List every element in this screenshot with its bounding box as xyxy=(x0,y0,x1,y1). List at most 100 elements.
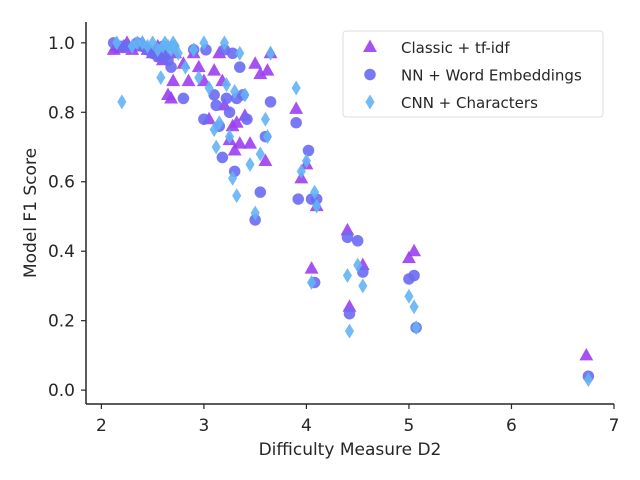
axes xyxy=(85,22,614,405)
data-point xyxy=(165,61,177,73)
x-tick-label: 4 xyxy=(301,416,312,436)
y-tick-label: 0.4 xyxy=(48,242,75,262)
data-point xyxy=(264,96,277,108)
x-tick-label: 5 xyxy=(404,416,415,436)
data-point xyxy=(156,70,166,86)
x-axis-label: Difficulty Measure D2 xyxy=(259,440,442,460)
data-point xyxy=(219,35,229,51)
data-point xyxy=(229,115,244,128)
data-point xyxy=(358,278,368,294)
y-ticks: 0.0 0.2 0.4 0.6 0.8 1.0 xyxy=(48,34,86,401)
data-point xyxy=(357,266,369,278)
y-tick-label: 0.0 xyxy=(48,381,75,401)
y-axis-label: Model F1 Score xyxy=(21,148,41,278)
data-point xyxy=(204,80,214,96)
data-point xyxy=(253,66,268,80)
data-point xyxy=(404,288,414,304)
data-point xyxy=(227,143,242,156)
data-point xyxy=(254,186,267,198)
data-point xyxy=(342,299,357,312)
data-point xyxy=(177,92,190,105)
data-point xyxy=(411,320,421,336)
data-point xyxy=(260,63,275,76)
data-point xyxy=(210,99,222,112)
data-point xyxy=(343,307,356,320)
data-point xyxy=(353,257,363,273)
data-point xyxy=(408,269,420,282)
data-point xyxy=(230,84,240,99)
data-point xyxy=(312,198,322,214)
data-point xyxy=(292,193,304,205)
data-point xyxy=(132,35,142,51)
legend-entry-label: Classic + tf-idf xyxy=(401,39,510,57)
data-point xyxy=(235,45,245,61)
data-point xyxy=(407,243,422,257)
data-point xyxy=(255,146,265,162)
data-point xyxy=(226,47,239,60)
legend-frame xyxy=(342,30,604,118)
data-point xyxy=(191,59,206,73)
data-point xyxy=(306,275,317,290)
data-point xyxy=(289,101,304,114)
data-point xyxy=(243,136,257,149)
data-point xyxy=(304,261,319,274)
data-point xyxy=(344,323,355,339)
data-point xyxy=(341,231,354,244)
data-point xyxy=(216,151,229,164)
data-point xyxy=(112,35,122,51)
y-tick-label: 0.8 xyxy=(48,103,75,123)
x-tick-label: 7 xyxy=(609,416,620,436)
data-point xyxy=(153,42,163,58)
x-ticks: 2 3 4 5 6 7 xyxy=(96,404,619,436)
legend-marker xyxy=(364,68,376,81)
data-point xyxy=(224,129,235,145)
data-point xyxy=(166,42,176,58)
data-point xyxy=(209,122,219,138)
data-point xyxy=(194,70,204,86)
data-point xyxy=(223,106,236,119)
data-point xyxy=(117,94,127,110)
data-point xyxy=(142,38,153,54)
data-point xyxy=(245,156,255,172)
data-point xyxy=(208,89,220,101)
data-point xyxy=(291,80,301,96)
data-point xyxy=(148,35,158,51)
data-point xyxy=(180,59,191,75)
data-point xyxy=(198,113,210,125)
data-point xyxy=(228,170,238,186)
data-point xyxy=(207,63,222,76)
legend-marker xyxy=(365,94,375,110)
data-point xyxy=(248,56,263,69)
y-tick-label: 1.0 xyxy=(48,34,75,54)
data-point xyxy=(241,113,253,125)
data-point xyxy=(164,90,179,104)
legend: Classic + tf-idf NN + Word Embeddings CNN … xyxy=(342,30,604,118)
y-tick-label: 0.2 xyxy=(48,312,75,332)
data-point xyxy=(232,188,242,204)
points-layer xyxy=(106,35,595,388)
data-point xyxy=(340,222,355,236)
x-tick-label: 6 xyxy=(506,416,517,436)
data-point xyxy=(258,153,273,166)
data-point xyxy=(234,61,246,73)
data-point xyxy=(265,45,276,61)
data-point xyxy=(290,116,302,129)
data-point xyxy=(401,250,416,264)
legend-entry-label: NN + Word Embeddings xyxy=(401,67,582,85)
data-point xyxy=(302,144,315,157)
legend-marker xyxy=(363,39,377,53)
y-tick-label: 0.6 xyxy=(48,173,75,193)
data-point xyxy=(173,45,183,61)
data-point xyxy=(232,136,247,149)
data-point xyxy=(199,35,209,51)
data-point xyxy=(181,73,196,87)
data-point xyxy=(296,163,306,179)
data-point xyxy=(240,87,250,103)
data-point xyxy=(260,111,270,127)
data-point xyxy=(262,129,273,145)
data-point xyxy=(409,299,419,315)
data-point xyxy=(583,372,593,388)
data-point xyxy=(214,115,224,131)
data-point xyxy=(351,235,364,247)
